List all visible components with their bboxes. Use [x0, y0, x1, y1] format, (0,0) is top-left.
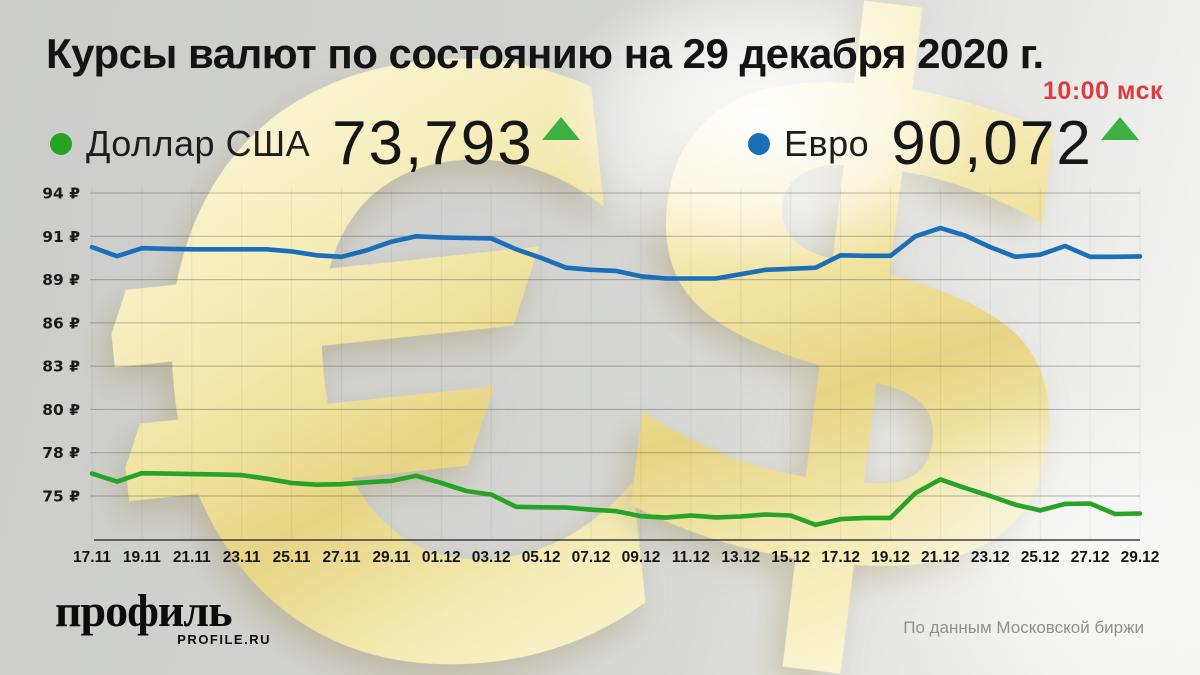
- x-axis-label: 17.11: [73, 549, 111, 566]
- eur-bullet-icon: [748, 133, 770, 155]
- y-axis-label: 89 ₽: [42, 271, 80, 289]
- eur-value: 90,072: [891, 109, 1093, 178]
- usd-bullet-icon: [50, 133, 72, 155]
- usd-trend-up-icon: [541, 116, 580, 140]
- usd-value: 73,793: [332, 109, 534, 178]
- usd-label: Доллар США: [86, 123, 311, 164]
- eur-trend-up-icon: [1100, 116, 1139, 140]
- y-axis-label: 91 ₽: [42, 228, 80, 246]
- page-title: Курсы валют по состоянию на 29 декабря 2…: [46, 30, 1044, 77]
- y-axis-label: 94 ₽: [42, 185, 80, 203]
- eur-quote: Евро 90,072: [748, 106, 1139, 182]
- y-axis-label: 83 ₽: [42, 358, 80, 376]
- y-axis-label: 75 ₽: [42, 488, 80, 506]
- y-axis-label: 78 ₽: [42, 444, 80, 462]
- logo-subtext: PROFILE.RU: [177, 632, 271, 647]
- logo-wordmark: профиль: [55, 585, 233, 636]
- profile-logo: профиль PROFILE.RU: [55, 585, 271, 648]
- y-axis-label: 80 ₽: [42, 401, 80, 419]
- timestamp-badge: 10:00 мск: [1043, 77, 1163, 105]
- usd-quote: Доллар США 73,793: [50, 106, 580, 182]
- y-axis-label: 86 ₽: [42, 314, 80, 332]
- data-source-note: По данным Московской биржи: [903, 618, 1144, 637]
- eur-label: Евро: [784, 123, 870, 164]
